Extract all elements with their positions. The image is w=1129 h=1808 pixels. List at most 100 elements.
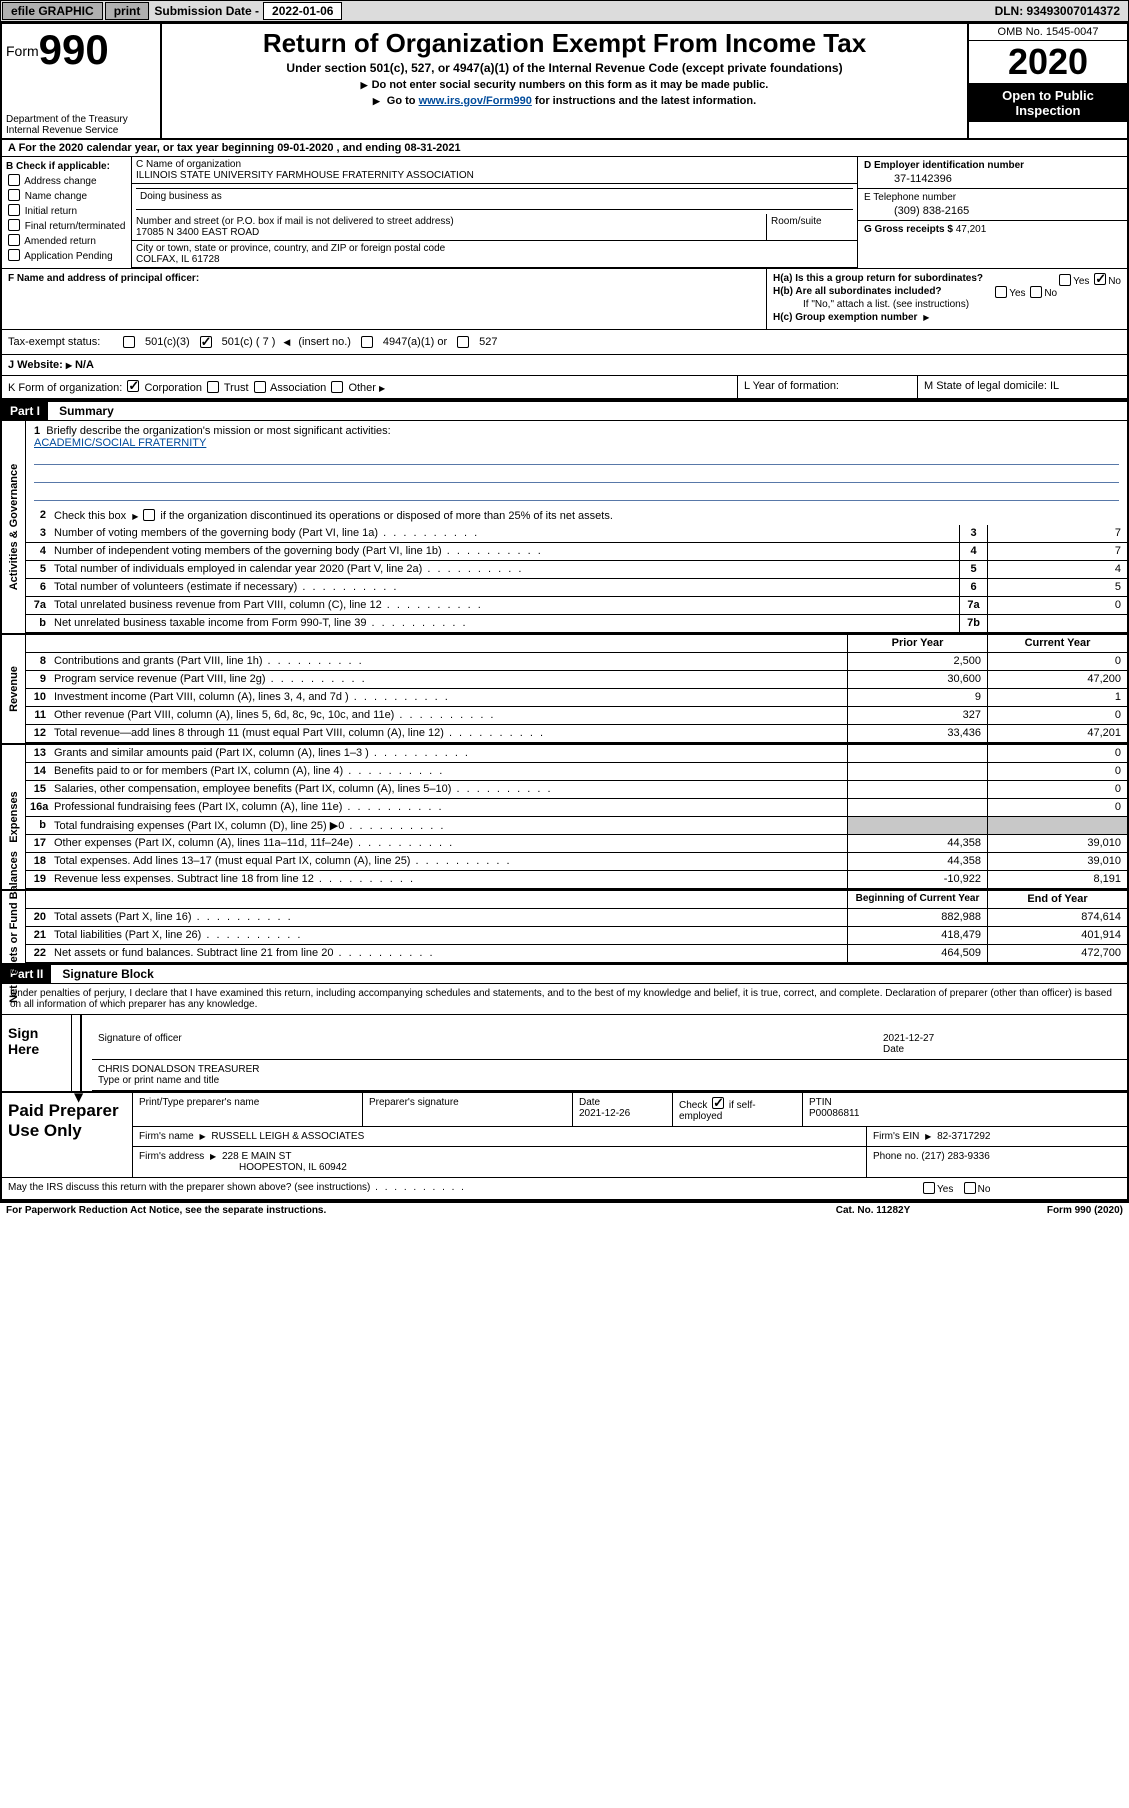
ein-value: 37-1142396 (864, 173, 1121, 185)
dba-label: Doing business as (136, 188, 853, 210)
ha-label: H(a) Is this a group return for subordin… (773, 273, 983, 284)
print-button[interactable]: print (105, 2, 150, 20)
line1-label: Briefly describe the organization's miss… (46, 425, 390, 437)
room-suite-label: Room/suite (767, 214, 857, 240)
sign-here-label: Sign Here (2, 1015, 72, 1091)
gross-receipts: 47,201 (956, 224, 987, 235)
paperwork-notice: For Paperwork Reduction Act Notice, see … (6, 1205, 773, 1216)
chk-501c3[interactable] (123, 336, 135, 348)
irs-link[interactable]: www.irs.gov/Form990 (419, 95, 532, 107)
chk-501 c[interactable] (200, 336, 212, 348)
prep-sig-label: Preparer's signature (363, 1093, 573, 1126)
f-label: F Name and address of principal officer: (8, 273, 199, 284)
tax-year: 2020 (969, 41, 1127, 84)
e-phone-label: E Telephone number (864, 192, 956, 203)
chk-name-change[interactable] (8, 189, 20, 201)
chk-self-employed[interactable] (712, 1097, 724, 1109)
vlabel-netassets: Net Assets or Fund Balances (2, 891, 26, 963)
b-title: B Check if applicable: (6, 161, 127, 172)
chk-ha-yes[interactable] (1059, 274, 1071, 286)
submission-date-label: Submission Date - (150, 4, 263, 18)
part-i-header: Part I (2, 402, 48, 420)
chk-assoc[interactable] (254, 381, 266, 393)
ptin: P00086811 (809, 1108, 859, 1119)
cat-no: Cat. No. 11282Y (773, 1205, 973, 1216)
city-state-zip: COLFAX, IL 61728 (136, 254, 853, 265)
type-label: Type or print name and title (98, 1075, 1121, 1086)
chk-527[interactable] (457, 336, 469, 348)
chk-ha-no[interactable] (1094, 273, 1106, 285)
end-year-header: End of Year (987, 891, 1127, 908)
omb-number: OMB No. 1545-0047 (969, 24, 1127, 41)
firm-name: RUSSELL LEIGH & ASSOCIATES (211, 1131, 364, 1142)
prior-year-header: Prior Year (847, 635, 987, 652)
hc-label: H(c) Group exemption number (773, 312, 920, 323)
part-i-title: Summary (51, 402, 122, 420)
chk-initial-return[interactable] (8, 204, 20, 216)
phone-value: (309) 838-2165 (864, 205, 1121, 217)
vlabel-governance: Activities & Governance (2, 421, 26, 633)
submission-date: 2022-01-06 (263, 2, 342, 20)
signature-arrow-icon (74, 1015, 88, 1105)
form-990: Form990 Department of the Treasury Inter… (0, 22, 1129, 1201)
line2-text: Check this box if the organization disco… (54, 510, 613, 522)
mission-text: ACADEMIC/SOCIAL FRATERNITY (34, 437, 1119, 449)
hb-note: If "No," attach a list. (see instruction… (773, 299, 1121, 310)
form-number: 990 (39, 26, 109, 73)
discuss-text: May the IRS discuss this return with the… (8, 1182, 921, 1195)
form-title: Return of Organization Exempt From Incom… (166, 28, 963, 59)
org-name: ILLINOIS STATE UNIVERSITY FARMHOUSE FRAT… (136, 170, 853, 181)
prep-date: 2021-12-26 (579, 1108, 630, 1119)
prep-name-label: Print/Type preparer's name (133, 1093, 363, 1126)
sig-date: 2021-12-27 (883, 1033, 1121, 1044)
chk-discuss-yes[interactable] (923, 1182, 935, 1194)
firm-addr1: 228 E MAIN ST (222, 1151, 291, 1162)
website-value: N/A (75, 359, 94, 371)
m-state-domicile: M State of legal domicile: IL (917, 376, 1127, 398)
l-year-formed: L Year of formation: (737, 376, 917, 398)
g-gross-label: G Gross receipts $ (864, 224, 956, 235)
officer-name: CHRIS DONALDSON TREASURER (98, 1064, 1121, 1075)
firm-phone: (217) 283-9336 (921, 1151, 989, 1162)
vlabel-revenue: Revenue (2, 635, 26, 743)
chk-hb-yes[interactable] (995, 286, 1007, 298)
dln: DLN: 93493007014372 (995, 4, 1128, 18)
open-public-inspection: Open to Public Inspection (969, 84, 1127, 122)
chk-corp[interactable] (127, 380, 139, 392)
chk-hb-no[interactable] (1030, 286, 1042, 298)
firm-addr2: HOOPESTON, IL 60942 (139, 1162, 347, 1173)
chk-trust[interactable] (207, 381, 219, 393)
city-label: City or town, state or province, country… (136, 243, 853, 254)
chk-other[interactable] (331, 381, 343, 393)
current-year-header: Current Year (987, 635, 1127, 652)
top-bar: efile GRAPHIC print Submission Date - 20… (0, 0, 1129, 22)
form-subtitle: Under section 501(c), 527, or 4947(a)(1)… (166, 61, 963, 75)
chk-4947[interactable] (361, 336, 373, 348)
hb-label: H(b) Are all subordinates included? (773, 286, 942, 297)
treasury-label: Department of the Treasury Internal Reve… (6, 114, 156, 136)
chk-discuss-no[interactable] (964, 1182, 976, 1194)
j-website-label: J Website: (8, 359, 63, 371)
chk-address-change[interactable] (8, 174, 20, 186)
sig-date-label: Date (883, 1044, 1121, 1055)
penalty-text: Under penalties of perjury, I declare th… (2, 983, 1127, 1014)
chk-amended[interactable] (8, 234, 20, 246)
chk-final-return[interactable] (8, 219, 20, 231)
k-label: K Form of organization: (8, 382, 122, 394)
chk-pending[interactable] (8, 249, 20, 261)
paid-preparer-label: Paid Preparer Use Only (2, 1093, 132, 1177)
chk-discontinued[interactable] (143, 509, 155, 521)
i-tax-exempt-label: Tax-exempt status: (8, 336, 113, 348)
c-name-label: C Name of organization (136, 159, 853, 170)
sig-officer-label: Signature of officer (92, 1029, 877, 1059)
efile-label: efile GRAPHIC (2, 2, 103, 20)
section-b-checkboxes: B Check if applicable: Address change Na… (2, 157, 132, 268)
d-ein-label: D Employer identification number (864, 160, 1024, 171)
form-label: Form (6, 43, 39, 59)
part-ii-title: Signature Block (54, 965, 161, 983)
begin-year-header: Beginning of Current Year (847, 891, 987, 908)
firm-ein: 82-3717292 (937, 1131, 990, 1142)
street-address: 17085 N 3400 EAST ROAD (136, 227, 762, 238)
street-label: Number and street (or P.O. box if mail i… (136, 216, 762, 227)
row-a-tax-period: A For the 2020 calendar year, or tax yea… (2, 140, 1127, 157)
